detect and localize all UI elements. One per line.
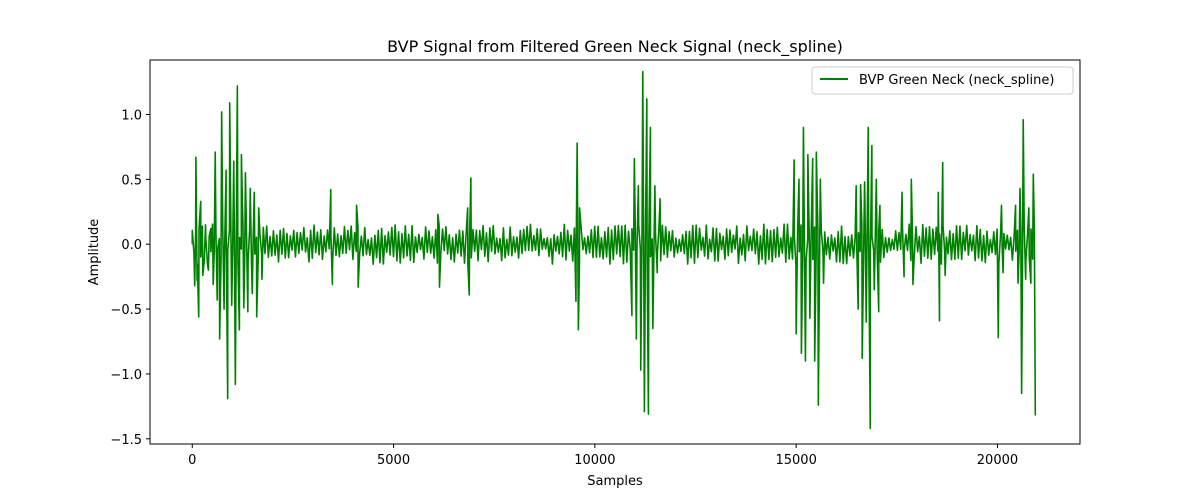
y-tick-label: 0.5 [121,173,142,188]
y-tick-label: −1.5 [110,433,142,448]
x-tick-label: 10000 [574,453,615,468]
legend-frame [811,66,1074,95]
x-tick-label: 20000 [977,453,1018,468]
plot-frame [149,59,1081,445]
chart-title: BVP Signal from Filtered Green Neck Sign… [387,37,843,57]
y-axis-label: Amplitude [87,219,102,286]
x-axis-label: Samples [587,474,643,489]
x-tick-label: 0 [188,453,196,468]
series-line-bvp-green-neck [191,70,1037,430]
legend-label: BVP Green Neck (neck_spline) [859,73,1054,88]
y-tick-label: −0.5 [110,303,142,318]
x-tick-label: 15000 [775,453,816,468]
plot-area [191,70,1037,430]
y-axis: −1.5 −1.0 −0.5 0.0 0.5 1.0 [110,108,150,448]
y-tick-label: 1.0 [121,108,142,123]
x-tick-label: 5000 [377,453,410,468]
y-tick-label: 0.0 [121,238,142,253]
x-axis: 0 5000 10000 15000 20000 [188,444,1018,468]
y-tick-label: −1.0 [110,368,142,383]
legend: BVP Green Neck (neck_spline) [811,66,1074,95]
